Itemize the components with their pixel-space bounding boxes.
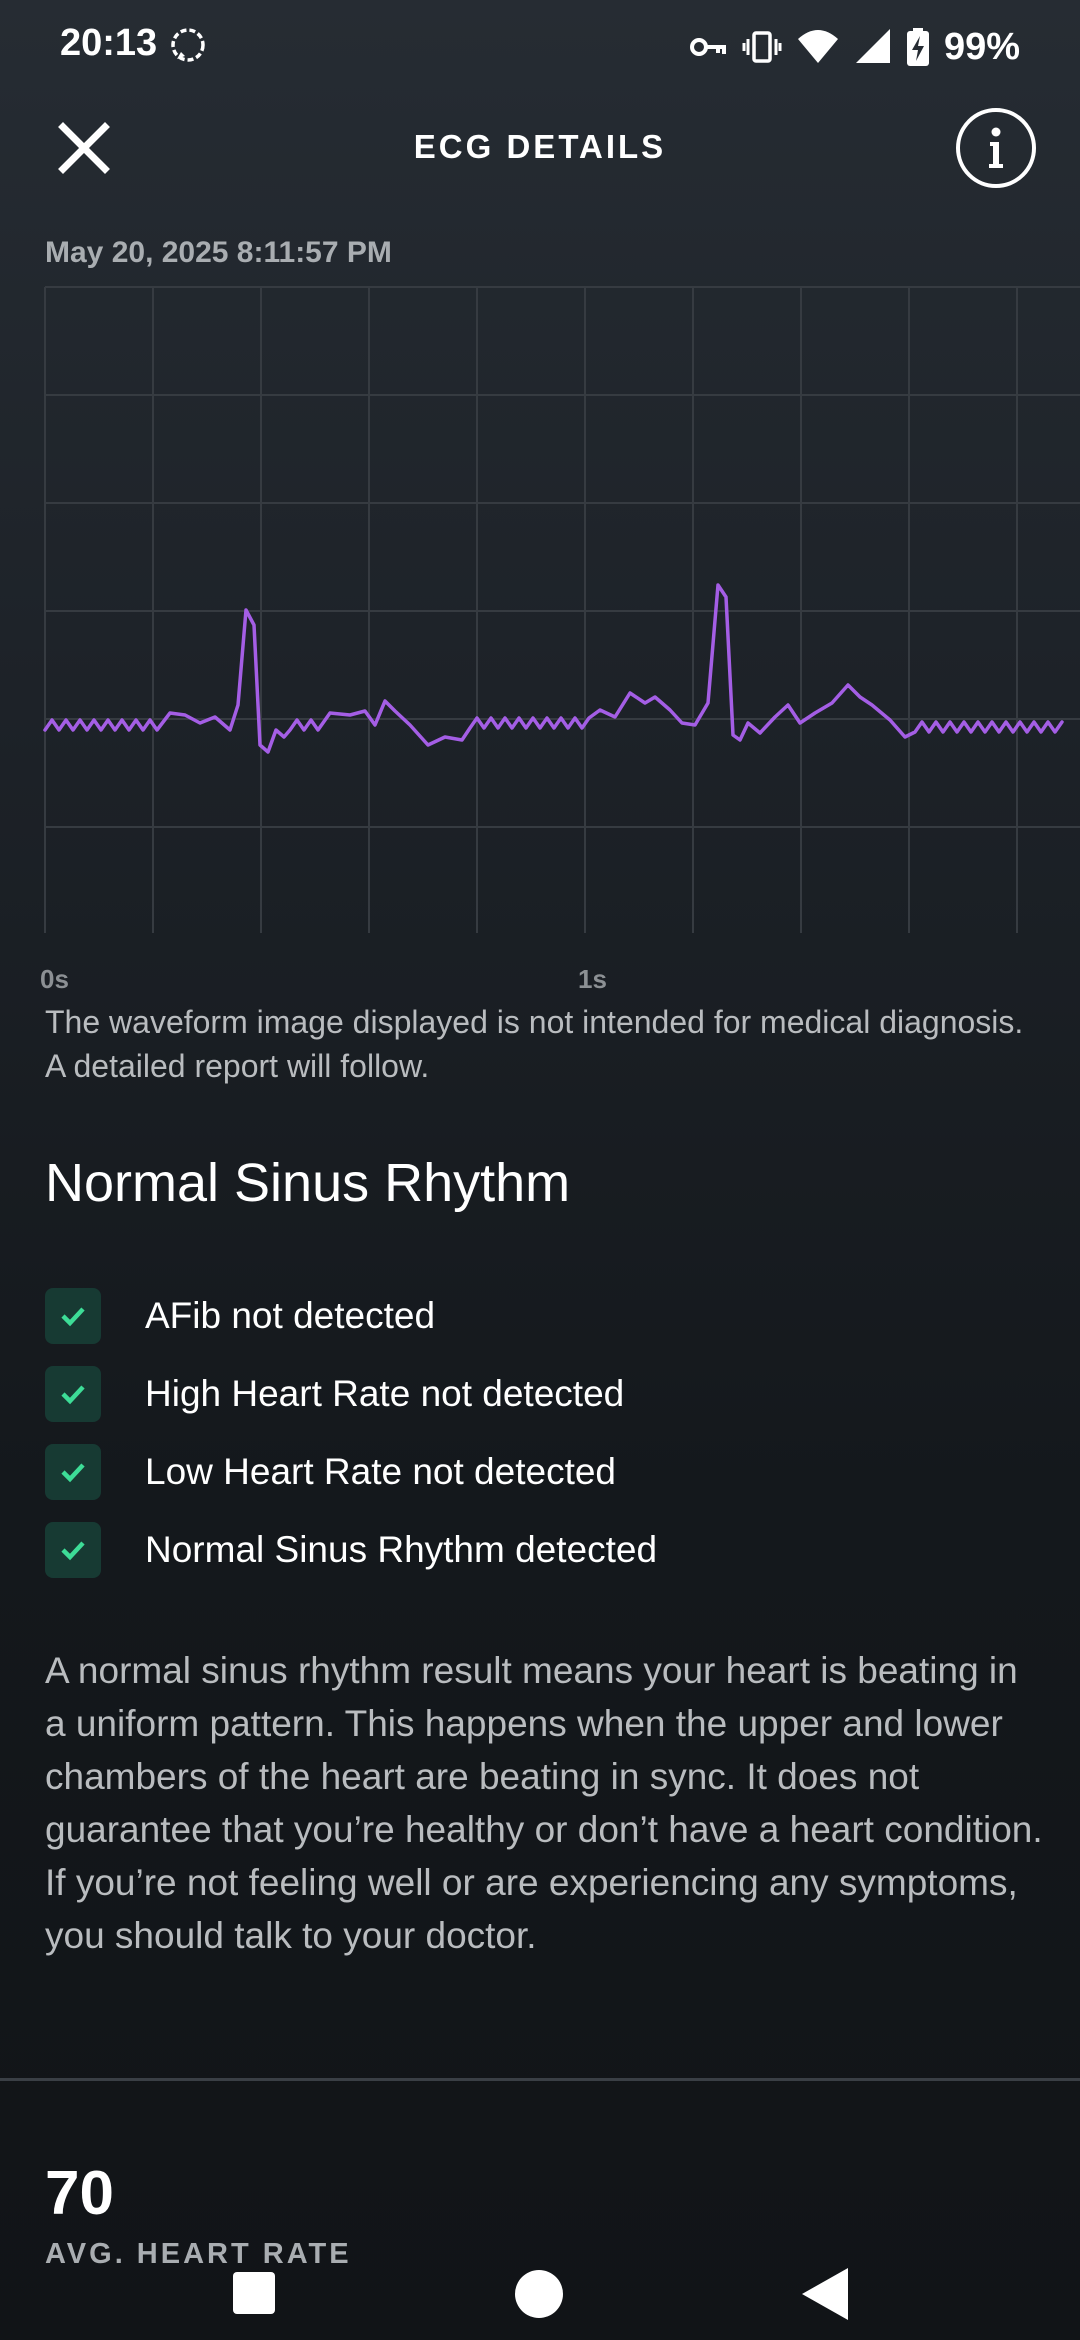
square-recents-icon[interactable] [233,2272,275,2314]
check-label: High Heart Rate not detected [145,1373,625,1414]
status-bar: 20:13 99% [0,0,1080,96]
checkmark-icon [61,1463,85,1483]
check-item-low-heart-rate: Low Heart Rate not detected [45,1444,1035,1500]
ecg-waveform-line [43,583,1064,754]
result-explanation: A normal sinus rhythm result means your … [45,1650,1043,1956]
check-badge [45,1522,101,1578]
info-button[interactable] [956,108,1036,188]
battery-percentage: 99% [943,25,1020,68]
checkmark-icon [61,1385,85,1405]
message-icon [171,28,205,62]
vibrate-icon [742,31,782,63]
waveform-disclaimer: The waveform image displayed is not inte… [45,1004,1024,1084]
page-title: ECG DETAILS [413,128,667,165]
check-item-normal-sinus-rhythm: Normal Sinus Rhythm detected [45,1522,1035,1578]
check-badge [45,1288,101,1344]
status-time: 20:13 [60,22,158,64]
check-label: Low Heart Rate not detected [145,1451,617,1492]
triangle-back-icon[interactable] [800,2266,850,2322]
check-item-afib: AFib not detected [45,1288,1035,1344]
ecg-waveform-chart [43,286,1080,933]
avg-heart-rate-value: 70 [45,2159,114,2228]
check-badge [45,1444,101,1500]
checkmark-icon [61,1307,85,1327]
ecg-grid [44,286,1080,933]
axis-label-1s: 1s [578,964,607,994]
check-label: AFib not detected [145,1295,436,1336]
result-title: Normal Sinus Rhythm [45,1153,571,1213]
checkmark-icon [61,1541,85,1561]
circle-home-icon[interactable] [515,2270,563,2318]
result-checklist: AFib not detected High Heart Rate not de… [45,1288,1035,1600]
status-icons: 99% [688,22,1020,72]
recording-timestamp: May 20, 2025 8:11:57 PM [45,236,392,269]
check-badge [45,1366,101,1422]
system-navigation-bar [0,2232,1080,2340]
axis-label-0s: 0s [40,964,69,994]
check-label: Normal Sinus Rhythm detected [145,1529,658,1570]
check-item-high-heart-rate: High Heart Rate not detected [45,1366,1035,1422]
wifi-icon [797,30,838,63]
vpn-key-icon [689,38,726,56]
section-divider [0,2078,1080,2081]
info-icon [989,127,1003,168]
close-button[interactable] [46,110,122,186]
battery-charging-icon [906,28,929,66]
close-icon [58,122,110,174]
top-app-bar: ECG DETAILS [0,96,1080,200]
avg-heart-rate-label: AVG. HEART RATE [45,2238,352,2270]
cell-signal-icon [855,29,890,63]
